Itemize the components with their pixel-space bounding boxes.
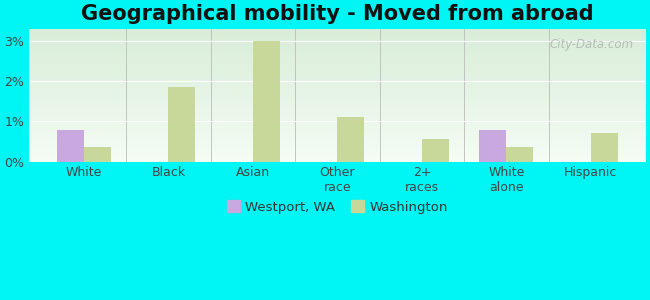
Bar [253, 40, 280, 162]
Bar [337, 117, 365, 162]
Bar [422, 140, 449, 162]
Legend: Westport, WA, Washington: Westport, WA, Washington [222, 195, 453, 219]
Bar [84, 147, 111, 162]
Title: Geographical mobility - Moved from abroad: Geographical mobility - Moved from abroa… [81, 4, 593, 24]
Text: City-Data.com: City-Data.com [549, 38, 634, 51]
Bar [506, 147, 534, 162]
Bar [591, 133, 618, 162]
Bar [57, 130, 84, 162]
Bar [480, 130, 506, 162]
Bar [168, 87, 196, 162]
